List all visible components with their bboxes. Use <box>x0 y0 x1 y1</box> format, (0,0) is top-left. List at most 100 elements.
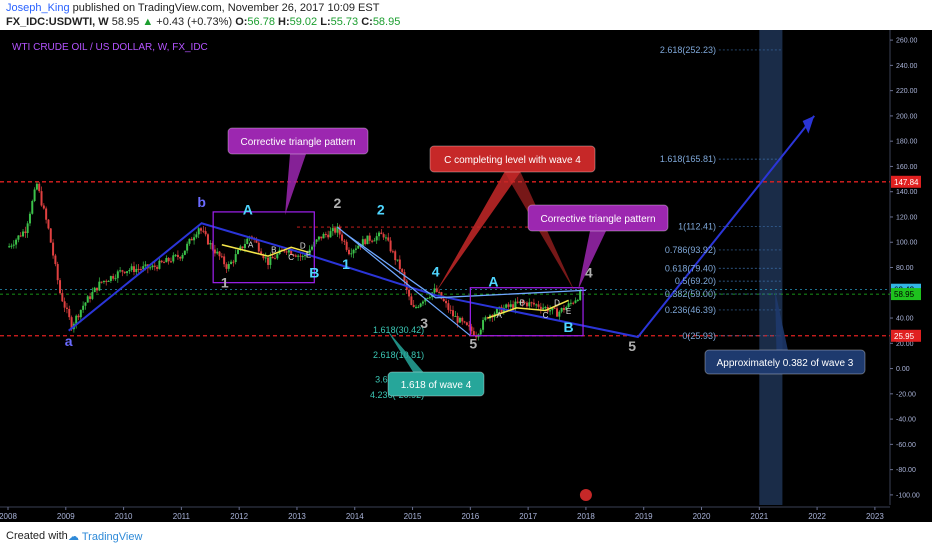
candle-body <box>556 308 559 317</box>
candle-body <box>317 236 320 240</box>
wave-label: 5 <box>469 335 477 351</box>
candle-body <box>130 266 133 270</box>
open-label: O: <box>235 16 248 28</box>
candle-body <box>132 266 135 272</box>
callout-text: Approximately 0.382 of wave 3 <box>717 358 854 369</box>
fib-wave4-label: 1.618(30.42) <box>373 325 424 335</box>
candle-body <box>472 331 475 336</box>
candle-body <box>463 321 466 323</box>
y-tick-label: -80.00 <box>896 467 916 474</box>
candle-body <box>153 265 156 267</box>
candle-body <box>315 239 318 242</box>
candle-body <box>172 255 175 262</box>
candle-body <box>128 269 131 272</box>
y-tick-label: 0.00 <box>896 366 910 373</box>
candle-body <box>479 329 482 335</box>
candle-body <box>382 234 385 238</box>
candle-body <box>179 257 182 259</box>
candle-body <box>135 268 138 272</box>
candle-body <box>89 296 92 299</box>
triangle-leg-label: D <box>300 242 306 251</box>
candle-body <box>294 255 297 257</box>
candle-body <box>482 320 485 330</box>
x-tick-label: 2017 <box>519 512 537 521</box>
candle-body <box>357 245 360 249</box>
candle-body <box>15 239 18 245</box>
candle-body <box>484 317 487 321</box>
candle-body <box>532 302 535 305</box>
candle-body <box>419 303 422 307</box>
tradingview-logo[interactable]: ☁ TradingView <box>68 531 143 543</box>
fib-wave4-label: 2.618(10.81) <box>373 350 424 360</box>
y-tick-label: 260.00 <box>896 38 918 45</box>
candle-body <box>287 250 290 253</box>
wave-label: 2 <box>377 201 385 217</box>
x-tick-label: 2019 <box>635 512 653 521</box>
candle-body <box>274 258 276 260</box>
candle-body <box>398 259 401 270</box>
author-link[interactable]: Joseph_King <box>6 2 70 14</box>
callout-pointer <box>578 231 606 290</box>
y-tick-label: -20.00 <box>896 391 916 398</box>
candle-body <box>521 301 524 303</box>
candle-body <box>373 240 376 242</box>
candle-body <box>445 300 448 304</box>
candle-body <box>410 296 413 305</box>
candle-body <box>519 301 522 303</box>
candle-body <box>354 248 357 250</box>
y-tick-label: -40.00 <box>896 417 916 424</box>
candle-body <box>516 301 519 303</box>
candle-body <box>79 309 82 318</box>
candle-body <box>378 232 381 237</box>
candle-body <box>137 268 140 270</box>
wave-label: B <box>309 265 319 281</box>
x-tick-label: 2010 <box>115 512 133 521</box>
wave-label: 4 <box>585 265 593 281</box>
candle-body <box>345 241 348 250</box>
candle-body <box>285 251 288 253</box>
wave-label: b <box>197 194 206 210</box>
candle-body <box>435 288 438 292</box>
y-tick-label: 180.00 <box>896 139 918 146</box>
wave-arrow-icon <box>802 115 815 134</box>
candle-body <box>169 261 172 263</box>
y-tick-label: -60.00 <box>896 442 916 449</box>
x-tick-label: 2018 <box>577 512 595 521</box>
tradingview-brand: TradingView <box>81 531 143 543</box>
candle-body <box>61 293 64 302</box>
candle-body <box>123 271 126 274</box>
fib-extension-label: 0.236(46.39) <box>665 305 716 315</box>
candle-body <box>119 270 122 272</box>
wave-label: A <box>243 201 253 217</box>
price-chart[interactable]: 260.00240.00220.00200.00180.00160.00140.… <box>0 0 932 522</box>
projection-band <box>759 30 783 505</box>
candle-body <box>227 264 230 269</box>
candle-body <box>19 235 22 237</box>
x-tick-label: 2013 <box>288 512 306 521</box>
candle-body <box>77 315 80 318</box>
triangle-leg-label: C <box>543 311 549 320</box>
candle-body <box>264 257 267 259</box>
wave-label: 5 <box>628 338 636 354</box>
candle-body <box>225 264 228 269</box>
candle-body <box>112 276 115 279</box>
triangle-leg-label: E <box>306 250 311 259</box>
candle-body <box>424 298 427 302</box>
y-tick-label: 120.00 <box>896 214 918 221</box>
candle-body <box>54 255 57 265</box>
level-price-box <box>891 175 921 188</box>
candle-body <box>452 310 454 317</box>
candle-body <box>562 308 565 311</box>
candle-body <box>426 297 429 299</box>
candle-body <box>216 251 219 254</box>
candle-body <box>364 239 367 245</box>
callout-text: 1.618 of wave 4 <box>401 380 472 391</box>
candle-body <box>204 231 207 235</box>
candle-body <box>40 191 43 206</box>
y-tick-label: 20.00 <box>896 341 914 348</box>
last-price: 58.95 <box>111 16 140 28</box>
price-box-label: 58.95 <box>894 290 915 299</box>
chart-title: WTI CRUDE OIL / US DOLLAR, W, FX_IDC <box>12 42 208 53</box>
y-tick-label: 40.00 <box>896 316 914 323</box>
low-label: L: <box>320 16 331 28</box>
